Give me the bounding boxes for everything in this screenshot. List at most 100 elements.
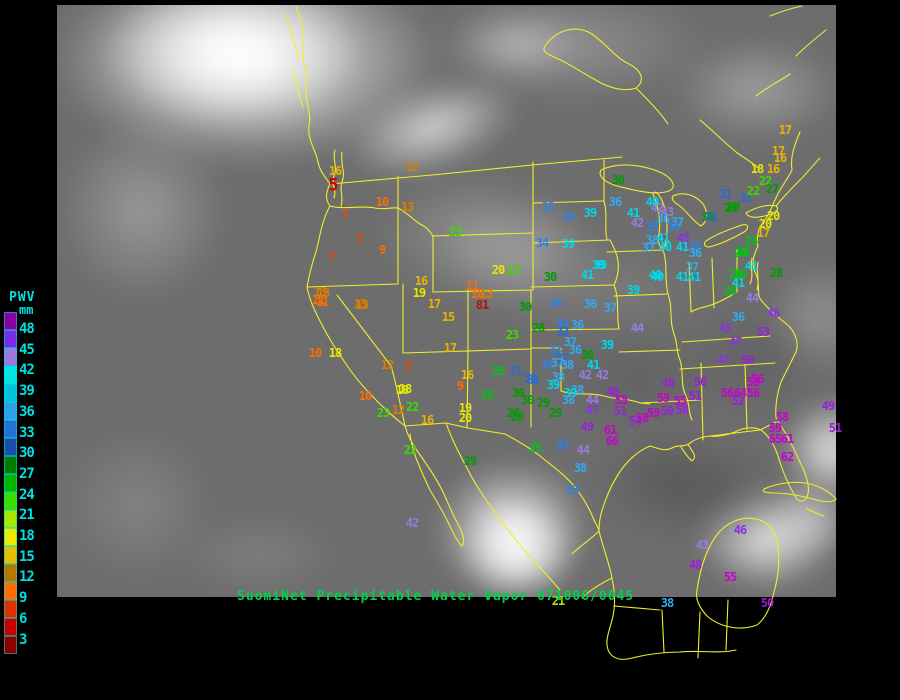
station-pwv-value: 21 [551, 594, 565, 608]
legend-swatch [4, 618, 17, 636]
station-pwv-value: 30 [543, 270, 557, 284]
station-pwv-value: 29 [463, 454, 477, 468]
cloud-mass [57, 400, 242, 597]
station-pwv-value: 49 [580, 420, 594, 434]
station-pwv-value: 59 [646, 406, 660, 420]
station-pwv-value: 37 [603, 301, 617, 315]
station-pwv-value: 65 [768, 432, 782, 446]
station-pwv-value: 47 [585, 403, 599, 417]
map-title: SuomiNet Precipitable Water Vapor 071006… [237, 589, 634, 604]
station-pwv-value: 10 [375, 195, 389, 209]
station-pwv-value: 66 [605, 434, 619, 448]
legend-title: PWV [9, 290, 36, 305]
station-pwv-value: 62 [780, 450, 794, 464]
station-pwv-value: 28 [510, 410, 524, 424]
station-pwv-value: 50 [760, 596, 774, 610]
station-pwv-value: 41 [731, 276, 745, 290]
legend-swatch [4, 564, 17, 582]
cloud-mass [532, 310, 742, 450]
station-pwv-value: 38 [660, 596, 674, 610]
station-pwv-value: 58 [635, 411, 649, 425]
station-pwv-value: 44 [576, 443, 590, 457]
station-pwv-value: 15 [441, 310, 455, 324]
station-pwv-value: 18 [750, 162, 764, 176]
station-pwv-value: 41 [580, 268, 594, 282]
legend-tick-label: 21 [19, 507, 35, 524]
station-pwv-value: 41 [744, 259, 758, 273]
station-pwv-value: 18 [398, 382, 412, 396]
station-pwv-value: 47 [728, 335, 742, 349]
station-pwv-value: 42 [595, 368, 609, 382]
station-pwv-value: 36 [608, 195, 622, 209]
station-pwv-value: 37 [563, 335, 577, 349]
station-pwv-value: 33 [548, 343, 562, 357]
station-pwv-value: 10 [308, 346, 322, 360]
station-pwv-value: 19 [412, 286, 426, 300]
station-pwv-value: 9 [378, 243, 386, 257]
legend-swatch [4, 636, 17, 654]
legend-tick-label: 42 [19, 362, 35, 379]
legend-swatch [4, 600, 17, 618]
station-pwv-value: 20 [458, 411, 472, 425]
station-pwv-value: 27 [765, 182, 779, 196]
station-pwv-value: 23 [506, 263, 520, 277]
legend-tick-label: 9 [19, 590, 28, 607]
station-pwv-value: 31 [526, 373, 540, 387]
station-pwv-value: 30 [511, 386, 525, 400]
legend-swatch [4, 474, 17, 492]
station-pwv-value: 28 [506, 406, 520, 420]
station-pwv-value: 13 [313, 285, 327, 299]
station-pwv-value: 35 [688, 240, 702, 254]
station-pwv-value: 34 [555, 317, 569, 331]
cloud-mass [142, 500, 372, 597]
station-pwv-value: 7 [341, 208, 349, 222]
station-pwv-value: 18 [328, 346, 342, 360]
legend-swatch [4, 582, 17, 600]
station-pwv-value: 44 [630, 321, 644, 335]
station-pwv-value: 38 [570, 383, 584, 397]
legend-swatch [4, 546, 17, 564]
station-pwv-value: 7 [404, 360, 412, 374]
station-pwv-value: 29 [723, 201, 737, 215]
station-pwv-value: 26 [723, 284, 737, 298]
station-pwv-value: 46 [733, 523, 747, 537]
station-pwv-value: 26 [491, 364, 505, 378]
legend-tick-label: 12 [19, 569, 35, 586]
station-pwv-value: 13 [316, 286, 330, 300]
legend-tick-label: 45 [19, 341, 35, 358]
station-pwv-value: 41 [656, 231, 670, 245]
station-pwv-value: 26 [480, 388, 494, 402]
legend-tick-label: 15 [19, 548, 35, 565]
station-pwv-value: 33 [565, 483, 579, 497]
station-pwv-value: 20 [766, 209, 780, 223]
cloud-mass [642, 20, 836, 160]
station-pwv-value: 24 [744, 234, 758, 248]
station-pwv-value: 38 [560, 358, 574, 372]
station-pwv-value: 34 [535, 236, 549, 250]
legend-swatch [4, 366, 17, 384]
station-pwv-value: 41 [675, 270, 689, 284]
legend-swatch [4, 510, 17, 528]
station-pwv-value: 51 [828, 421, 842, 435]
station-pwv-value: 40 [650, 270, 664, 284]
station-pwv-value: 50 [660, 404, 674, 418]
station-pwv-value: 50 [693, 375, 707, 389]
legend-tick-label: 3 [19, 631, 28, 648]
station-pwv-value: 5 [328, 175, 338, 196]
station-pwv-value: 39 [600, 338, 614, 352]
station-pwv-value: 7 [356, 232, 364, 246]
station-pwv-value: 53 [756, 325, 770, 339]
station-pwv-value: 51 [613, 404, 627, 418]
station-pwv-value: 49 [821, 399, 835, 413]
legend-tick-label: 18 [19, 528, 35, 544]
station-pwv-value: 23 [448, 225, 462, 239]
station-pwv-value: 41 [586, 358, 600, 372]
station-pwv-value: 12 [380, 358, 394, 372]
station-pwv-value: 81 [475, 298, 489, 312]
station-pwv-value: 22 [758, 174, 772, 188]
station-pwv-value: 39 [561, 237, 575, 251]
station-pwv-value: 33 [561, 210, 575, 224]
station-pwv-value: 56 [746, 386, 760, 400]
station-pwv-value: 29 [536, 396, 550, 410]
